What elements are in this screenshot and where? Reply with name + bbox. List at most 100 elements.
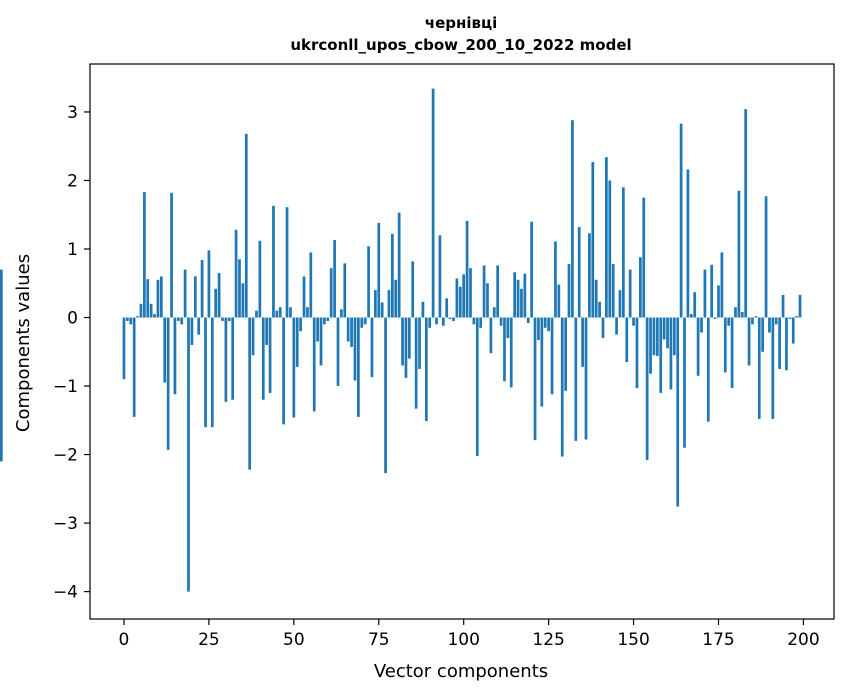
bar [350, 317, 353, 347]
y-tick-label: 2 [67, 171, 78, 191]
bar [289, 307, 292, 318]
bar [693, 292, 697, 318]
bar [526, 317, 530, 323]
bar [564, 317, 567, 391]
bar [683, 317, 686, 448]
x-tick-label: 0 [119, 630, 130, 650]
bar [357, 317, 360, 417]
bar [238, 259, 241, 318]
bar [615, 317, 618, 335]
y-axis-label: Components values [13, 254, 34, 432]
bar [278, 307, 282, 318]
bar [173, 317, 177, 395]
bar [713, 317, 717, 319]
chart-subtitle: ukrconll_upos_cbow_200_10_2022 model [290, 36, 631, 54]
y-tick-label: −3 [53, 514, 78, 534]
bar [730, 317, 734, 389]
bar [489, 317, 493, 354]
bar [251, 317, 255, 356]
bar [543, 317, 547, 328]
bar [231, 317, 235, 400]
bar [472, 317, 476, 325]
bar [639, 257, 642, 318]
bar [207, 250, 211, 318]
bar [655, 317, 659, 356]
bar [122, 317, 126, 380]
bar [295, 317, 299, 367]
bar [431, 88, 435, 318]
bar [407, 317, 411, 359]
bar [509, 317, 513, 388]
y-tick-label: 3 [67, 103, 78, 123]
bar [798, 294, 802, 318]
bar [458, 286, 462, 318]
bar [482, 265, 486, 318]
bar [0, 269, 3, 318]
x-tick-label: 200 [787, 630, 819, 650]
bar [156, 279, 160, 318]
bar [523, 273, 527, 318]
bar [272, 205, 275, 318]
bars-group [0, 88, 802, 592]
bar [428, 317, 432, 328]
x-tick-label: 175 [702, 630, 734, 650]
bar [159, 276, 163, 318]
bar [751, 317, 754, 325]
bar [642, 197, 646, 318]
bar [299, 317, 302, 332]
bar [309, 252, 313, 318]
bar [635, 317, 639, 389]
bar [475, 317, 479, 456]
bar [591, 161, 595, 318]
bar [601, 317, 605, 339]
bar [720, 252, 724, 318]
bar [153, 314, 156, 318]
bar [486, 283, 489, 318]
bar [448, 317, 452, 319]
bar [791, 317, 795, 344]
y-axis-ticks: −4 −3 −2 −1 0 1 2 3 [53, 103, 90, 603]
bar [700, 317, 703, 333]
bar [183, 269, 187, 318]
y-tick-label: −1 [53, 377, 78, 397]
bar [513, 272, 517, 318]
bar [520, 288, 523, 318]
bar [363, 317, 367, 325]
bar [598, 301, 601, 318]
bar [761, 317, 765, 352]
bar [757, 317, 761, 419]
bar [200, 259, 204, 318]
bar [560, 317, 564, 457]
bar [479, 317, 483, 328]
bar [496, 265, 500, 318]
x-axis-label: Vector components [374, 661, 548, 682]
bar [618, 290, 622, 318]
bar [285, 207, 289, 318]
bar [143, 192, 146, 318]
bar [727, 317, 731, 326]
bar [241, 283, 245, 318]
bar [217, 272, 221, 318]
bar [652, 317, 656, 356]
bar [445, 298, 449, 318]
y-tick-label: −4 [53, 583, 78, 603]
bar [374, 290, 377, 318]
bar [187, 317, 190, 592]
bar [353, 317, 357, 381]
bar [360, 317, 364, 328]
bar [391, 233, 394, 318]
bar [176, 317, 180, 321]
bar [387, 290, 391, 318]
bar [659, 317, 663, 393]
bar [261, 317, 265, 400]
bar [764, 196, 768, 318]
bar [336, 317, 340, 387]
bar [649, 317, 652, 374]
bar [258, 240, 262, 318]
y-tick-label: 1 [67, 240, 78, 260]
bar [248, 317, 252, 470]
bar [319, 317, 323, 366]
plot-frame [89, 63, 835, 620]
bar [316, 317, 319, 342]
